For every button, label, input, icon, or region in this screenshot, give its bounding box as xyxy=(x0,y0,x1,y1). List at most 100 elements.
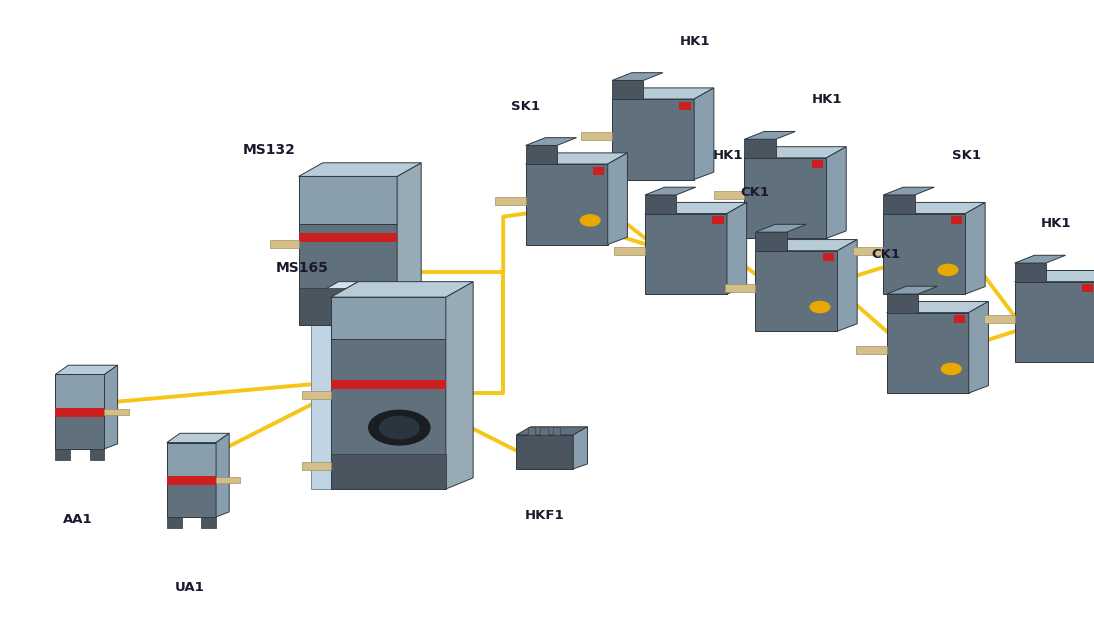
Bar xyxy=(526,164,608,245)
Text: HK1: HK1 xyxy=(812,93,842,106)
Text: AA1: AA1 xyxy=(62,513,93,526)
Bar xyxy=(613,80,643,99)
Bar xyxy=(886,294,918,313)
Circle shape xyxy=(369,410,430,445)
Text: HKF1: HKF1 xyxy=(525,509,565,522)
Bar xyxy=(55,374,105,449)
Polygon shape xyxy=(613,72,663,80)
Polygon shape xyxy=(694,88,713,180)
Text: HK1: HK1 xyxy=(679,35,710,48)
Bar xyxy=(856,345,886,354)
Text: SK1: SK1 xyxy=(952,149,980,162)
Bar xyxy=(516,435,573,469)
Bar xyxy=(954,315,965,323)
Bar xyxy=(1015,263,1046,282)
Text: MS165: MS165 xyxy=(276,261,328,275)
Bar xyxy=(201,517,216,528)
Bar xyxy=(270,240,299,248)
Text: MS132: MS132 xyxy=(243,142,295,157)
Bar xyxy=(951,216,963,224)
Polygon shape xyxy=(105,365,118,449)
Bar xyxy=(302,391,330,399)
Bar xyxy=(299,176,397,224)
Bar xyxy=(55,374,105,412)
Bar xyxy=(55,408,105,417)
Bar xyxy=(985,314,1015,323)
Bar xyxy=(755,232,787,251)
Polygon shape xyxy=(969,301,989,393)
Polygon shape xyxy=(216,433,230,517)
Polygon shape xyxy=(965,202,985,294)
Polygon shape xyxy=(299,163,421,176)
Polygon shape xyxy=(744,131,795,139)
Bar xyxy=(166,443,217,517)
Polygon shape xyxy=(613,88,713,99)
Circle shape xyxy=(580,215,600,226)
Bar xyxy=(613,99,694,180)
Polygon shape xyxy=(884,202,985,214)
Polygon shape xyxy=(755,240,858,251)
Bar xyxy=(886,313,969,393)
Polygon shape xyxy=(645,187,696,195)
Polygon shape xyxy=(166,433,230,443)
Bar xyxy=(55,449,70,460)
Polygon shape xyxy=(526,153,628,164)
Polygon shape xyxy=(884,187,934,195)
Circle shape xyxy=(941,363,961,374)
Polygon shape xyxy=(744,147,847,158)
Bar xyxy=(166,443,217,480)
Circle shape xyxy=(938,264,958,275)
Bar xyxy=(713,191,744,199)
Bar xyxy=(330,297,446,489)
Polygon shape xyxy=(311,282,359,297)
Bar xyxy=(812,160,824,168)
Bar xyxy=(311,297,330,489)
Text: HK1: HK1 xyxy=(712,149,743,162)
Polygon shape xyxy=(608,153,628,245)
Bar xyxy=(540,427,548,435)
Polygon shape xyxy=(446,282,473,489)
Bar xyxy=(755,251,838,331)
Polygon shape xyxy=(726,202,746,294)
Text: HK1: HK1 xyxy=(1040,217,1071,230)
Bar xyxy=(884,214,965,294)
Polygon shape xyxy=(827,147,847,238)
Bar xyxy=(593,167,605,175)
Bar xyxy=(724,284,755,292)
Bar xyxy=(299,176,397,325)
Bar xyxy=(744,139,776,158)
Polygon shape xyxy=(645,202,746,214)
Bar xyxy=(645,195,676,214)
Bar xyxy=(712,216,724,224)
Polygon shape xyxy=(886,286,938,294)
Bar xyxy=(526,145,557,164)
Bar xyxy=(645,214,726,294)
Bar xyxy=(615,246,645,255)
Bar xyxy=(302,462,330,470)
Text: UA1: UA1 xyxy=(174,581,205,594)
Bar xyxy=(166,476,217,485)
Polygon shape xyxy=(755,224,806,232)
Polygon shape xyxy=(1015,255,1066,263)
Bar xyxy=(299,233,397,242)
Polygon shape xyxy=(516,427,587,435)
Text: CK1: CK1 xyxy=(872,248,900,261)
Polygon shape xyxy=(526,137,577,145)
Bar xyxy=(299,288,397,325)
Polygon shape xyxy=(1015,271,1094,282)
Bar xyxy=(166,517,182,528)
Polygon shape xyxy=(573,427,587,469)
Bar xyxy=(90,449,105,460)
Bar xyxy=(582,132,613,140)
Bar xyxy=(494,197,526,205)
Text: SK1: SK1 xyxy=(511,100,539,113)
Polygon shape xyxy=(55,365,118,374)
Bar xyxy=(679,102,691,110)
Bar xyxy=(884,195,915,214)
Circle shape xyxy=(380,417,419,439)
Bar xyxy=(330,379,446,389)
Text: CK1: CK1 xyxy=(741,186,769,199)
Bar xyxy=(216,477,240,483)
Bar xyxy=(105,409,129,415)
Polygon shape xyxy=(330,282,473,297)
